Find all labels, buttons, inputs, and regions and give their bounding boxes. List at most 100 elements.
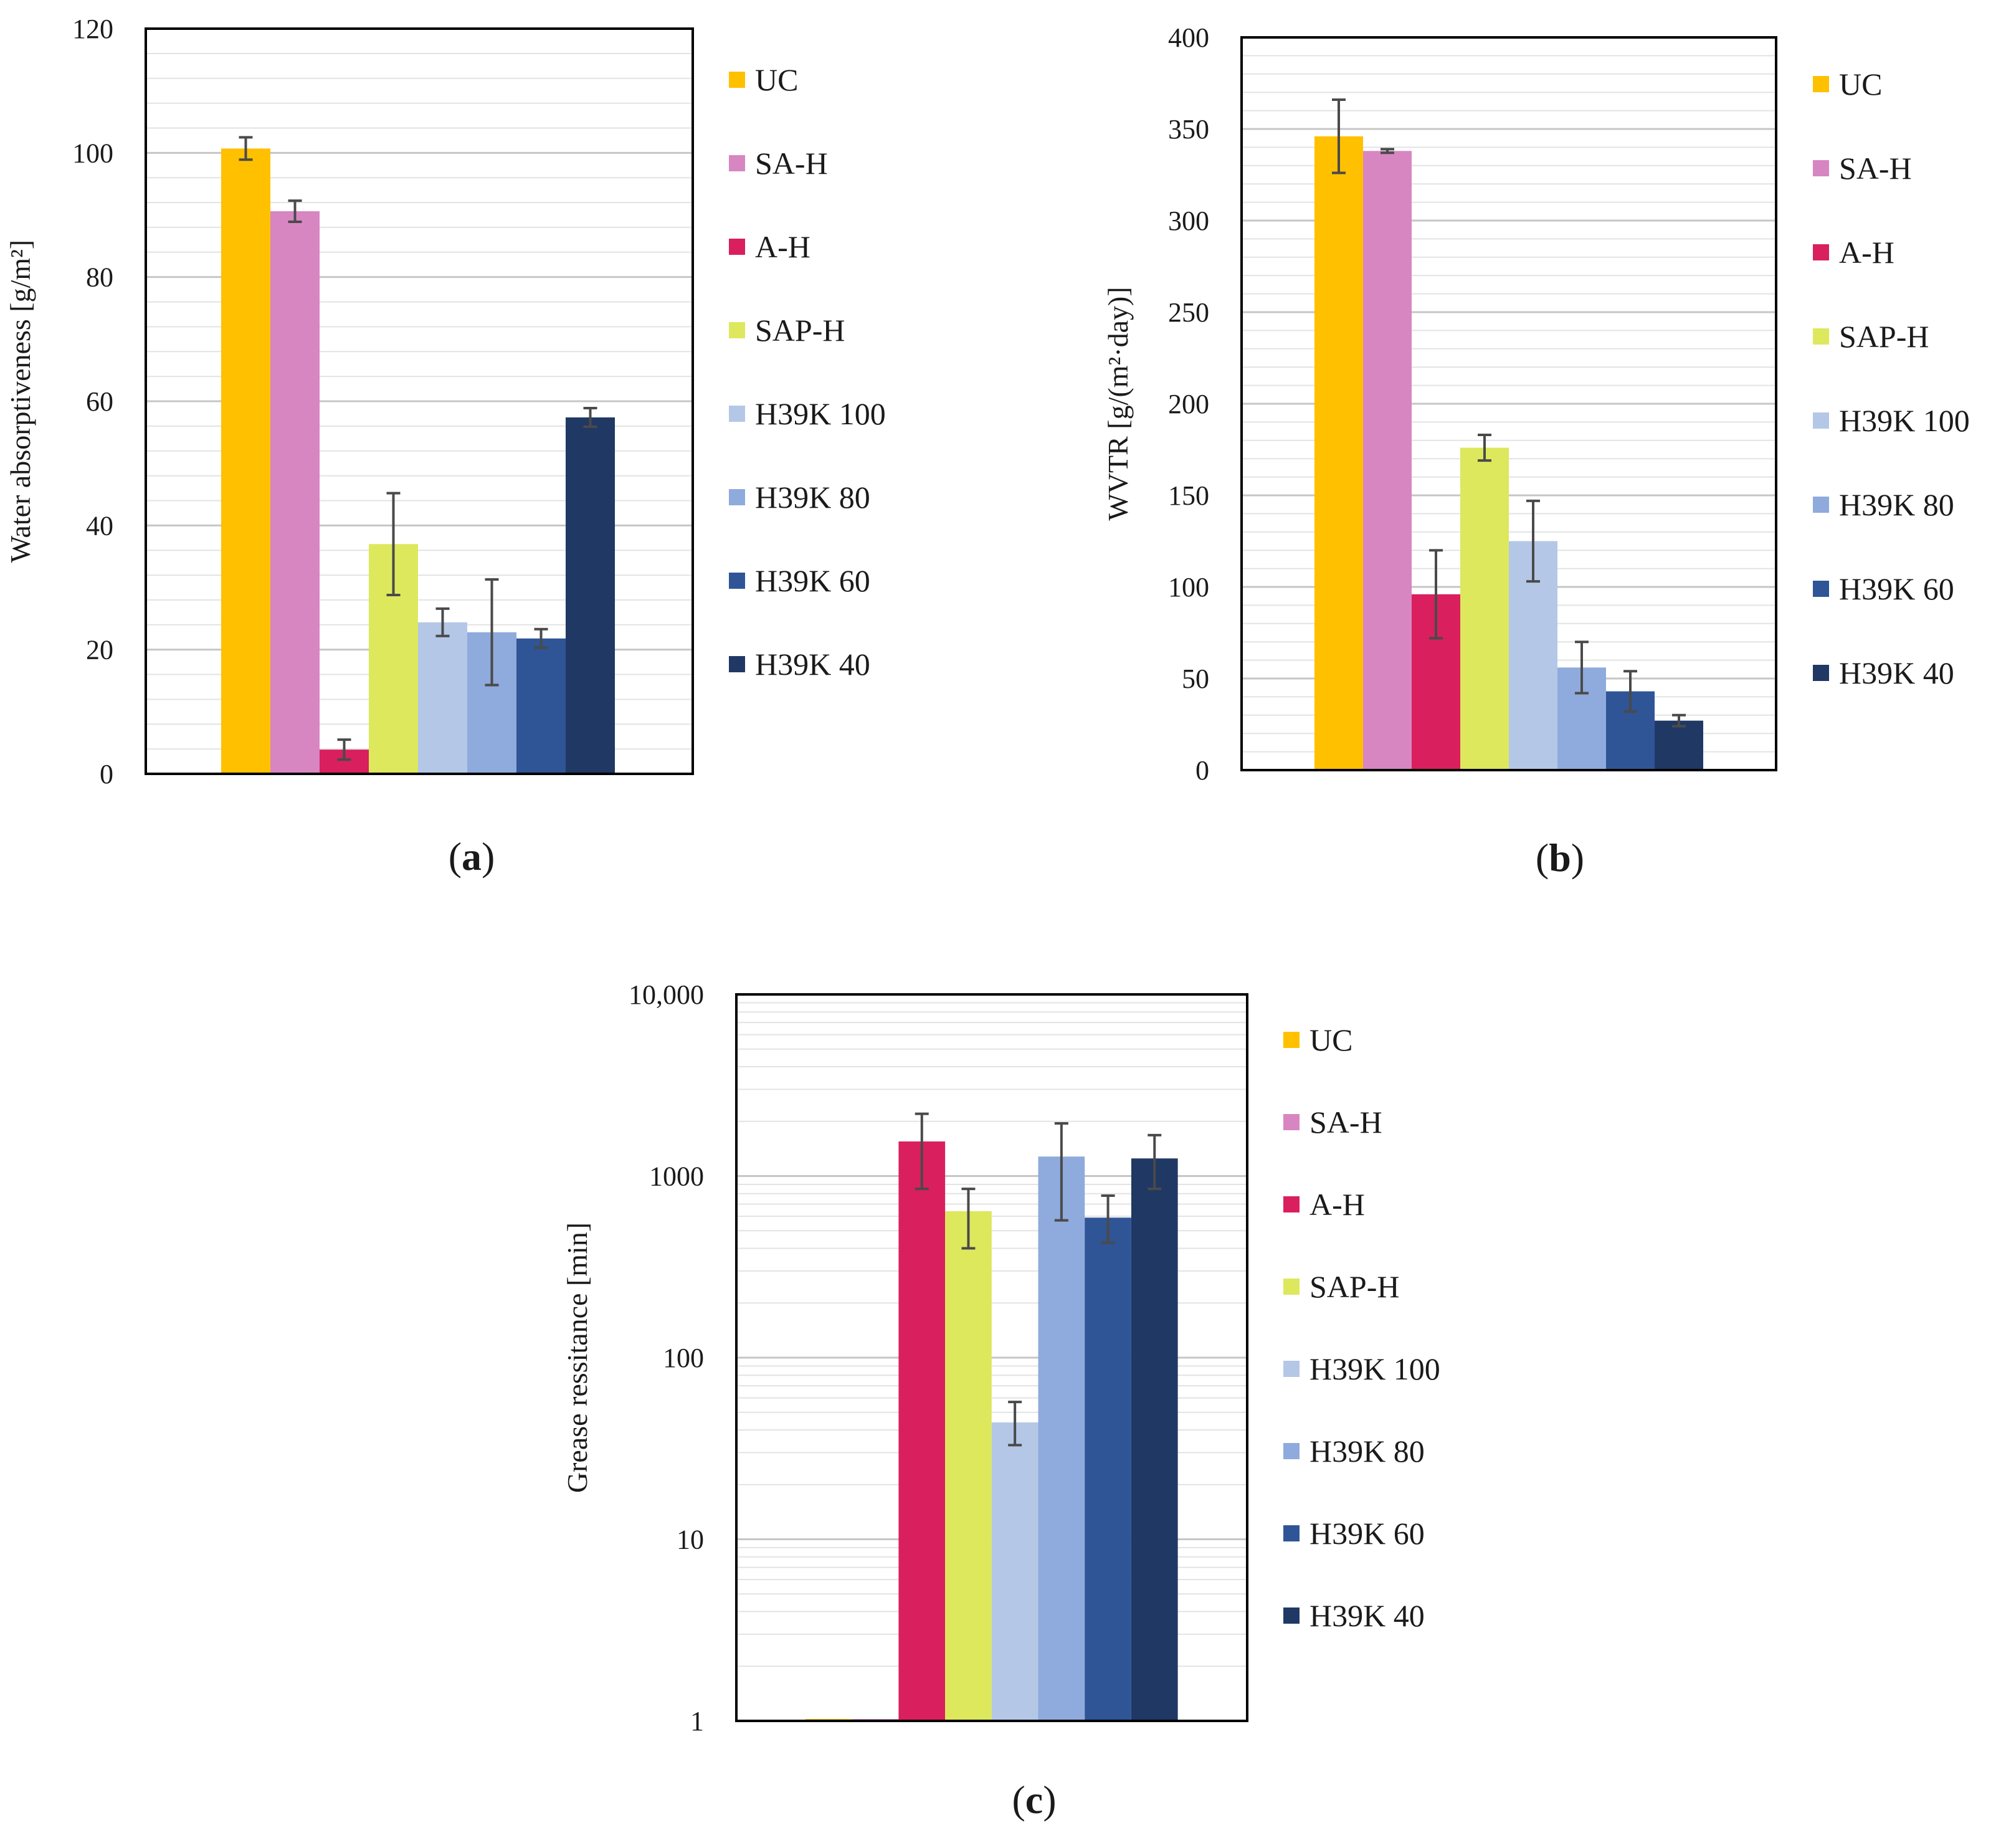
legend-item-a-h: A-H — [729, 229, 810, 264]
y-tick-label: 150 — [1168, 480, 1209, 511]
legend-label: H39K 60 — [1839, 571, 1954, 606]
legend-item-h39k-40: H39K 40 — [1283, 1598, 1425, 1633]
error-bar-sap-h — [1478, 433, 1491, 462]
bar-h39k-40 — [566, 417, 615, 774]
legend-label: H39K 40 — [1309, 1598, 1425, 1633]
y-tick-label: 300 — [1168, 206, 1209, 236]
y-axis-title: Grease ressitance [min] — [561, 1222, 593, 1493]
legend-swatch — [729, 573, 745, 589]
error-bar-h39k-40 — [583, 406, 597, 428]
error-bar-sa-h — [288, 199, 302, 223]
error-bar-a-h — [337, 738, 351, 761]
bar-sa-h — [270, 211, 320, 774]
legend-item-h39k-100: H39K 100 — [1813, 403, 1970, 438]
legend-swatch — [1283, 1279, 1300, 1295]
plot-border — [735, 993, 1248, 1722]
panel-label-close: ) — [1571, 836, 1584, 880]
legend-item-h39k-80: H39K 80 — [1813, 487, 1954, 522]
legend-swatch — [729, 239, 745, 255]
panel-label-letter: a — [462, 834, 482, 879]
legend-item-h39k-60: H39K 60 — [1283, 1516, 1425, 1551]
error-bar-h39k-80 — [1575, 641, 1589, 695]
panel-label: (c) — [1012, 1778, 1056, 1822]
legend-label: SAP-H — [1309, 1269, 1399, 1304]
legend-swatch — [729, 72, 745, 88]
bar-uc — [1314, 136, 1363, 770]
legend-swatch — [1813, 76, 1829, 92]
legend-label: H39K 80 — [755, 480, 870, 515]
legend-swatch — [1813, 665, 1829, 681]
legend-swatch — [729, 489, 745, 505]
legend-item-h39k-80: H39K 80 — [729, 480, 870, 515]
bar-h39k-40 — [1655, 720, 1703, 770]
y-tick-label: 400 — [1168, 22, 1209, 53]
bar-a-h — [898, 1141, 946, 1721]
legend-label: UC — [1309, 1022, 1352, 1057]
chart-panel-c: 1 10 100 1000 10,000 Grease ressitance [min] U… — [561, 979, 1440, 1822]
bar-h39k-60 — [516, 638, 566, 774]
legend-label: SA-H — [755, 146, 828, 181]
y-tick-label: 100 — [72, 138, 113, 168]
y-tick-label: 100 — [663, 1343, 704, 1373]
error-bar-sap-h — [961, 1188, 976, 1250]
legend-swatch — [1813, 244, 1829, 260]
y-tick-label: 1 — [690, 1706, 704, 1736]
y-tick-label: 60 — [86, 386, 113, 417]
error-bar-h39k-40 — [1148, 1133, 1162, 1191]
legend-item-sa-h: SA-H — [1813, 151, 1912, 186]
bar-h39k-100 — [418, 622, 467, 774]
y-axis-title: Water absorptiveness [g/m²] — [4, 240, 36, 563]
y-tick-label: 20 — [86, 635, 113, 665]
chart-panel-b: 0 50 100 150 200 250 300 350 400 WVTR [g/(m²·day)… — [1102, 22, 1970, 880]
bars — [1314, 98, 1703, 770]
legend-item-a-h: A-H — [1813, 235, 1894, 270]
legend-label: H39K 60 — [755, 563, 870, 598]
legend-item-sa-h: SA-H — [729, 146, 828, 181]
plot-border — [1240, 36, 1777, 771]
legend-item-uc: UC — [1813, 67, 1882, 102]
y-tick-label: 100 — [1168, 572, 1209, 603]
y-tick-label: 80 — [86, 262, 113, 293]
error-bar-h39k-80 — [485, 578, 499, 687]
y-axis-ticks: 0 20 40 60 80 100 120 — [72, 14, 113, 789]
y-axis-ticks: 0 50 100 150 200 250 300 350 400 — [1168, 22, 1209, 786]
legend-label: A-H — [1839, 235, 1894, 270]
y-tick-label: 0 — [1195, 755, 1209, 786]
legend-label: H39K 100 — [1839, 403, 1970, 438]
error-bar-sap-h — [386, 492, 401, 596]
error-bar-a-h — [915, 1112, 929, 1191]
legend-swatch — [729, 406, 745, 422]
y-tick-label: 40 — [86, 510, 113, 541]
legend-swatch — [1813, 412, 1829, 429]
y-tick-label: 1000 — [649, 1161, 704, 1192]
legend: UC SA-H A-H SAP-H H39K 100 H39K 80 H39K 60 H39K… — [1283, 1022, 1440, 1633]
legend-item-uc: UC — [729, 62, 798, 97]
legend-item-h39k-100: H39K 100 — [729, 396, 886, 431]
legend-swatch — [729, 155, 745, 171]
panel-label-open: ( — [1012, 1778, 1025, 1822]
y-axis-title: WVTR [g/(m²·day)] — [1102, 287, 1134, 520]
legend-swatch — [1283, 1196, 1300, 1212]
panel-label-letter: c — [1025, 1778, 1043, 1822]
legend-swatch — [729, 656, 745, 672]
legend-item-sa-h: SA-H — [1283, 1105, 1382, 1140]
legend-item-h39k-80: H39K 80 — [1283, 1434, 1425, 1469]
y-axis-ticks: 1 10 100 1000 10,000 — [629, 979, 704, 1736]
bar-sap-h — [945, 1211, 992, 1721]
legend-item-h39k-40: H39K 40 — [729, 647, 870, 682]
panel-label-open: ( — [449, 834, 462, 879]
error-bar-h39k-80 — [1054, 1122, 1068, 1222]
legend-item-a-h: A-H — [1283, 1187, 1365, 1222]
y-tick-label: 250 — [1168, 297, 1209, 328]
legend-label: SA-H — [1309, 1105, 1382, 1140]
y-tick-label: 10,000 — [629, 979, 704, 1010]
panel-label-letter: b — [1549, 836, 1571, 880]
legend-item-sap-h: SAP-H — [1283, 1269, 1399, 1304]
bar-sap-h — [1460, 447, 1509, 770]
legend-swatch — [1813, 328, 1829, 345]
legend-label: SAP-H — [755, 313, 845, 348]
legend-label: H39K 80 — [1309, 1434, 1425, 1469]
legend-label: UC — [755, 62, 798, 97]
bar-h39k-80 — [1038, 1156, 1085, 1721]
error-bar-a-h — [1429, 549, 1443, 640]
